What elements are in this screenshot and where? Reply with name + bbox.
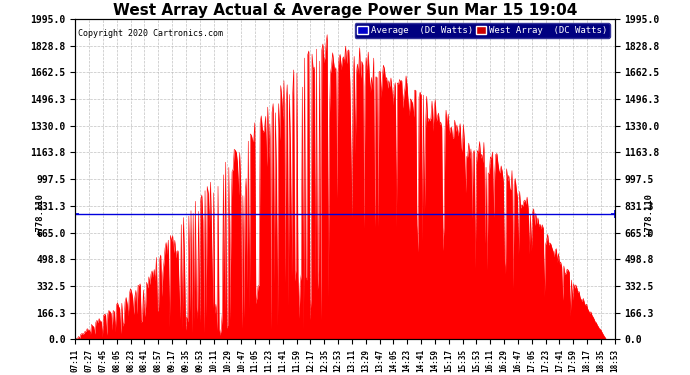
Text: +778.110: +778.110 [645, 193, 654, 236]
Legend: Average  (DC Watts), West Array  (DC Watts): Average (DC Watts), West Array (DC Watts… [355, 24, 610, 38]
Title: West Array Actual & Average Power Sun Mar 15 19:04: West Array Actual & Average Power Sun Ma… [112, 3, 578, 18]
Text: +778.110: +778.110 [36, 193, 45, 236]
Text: Copyright 2020 Cartronics.com: Copyright 2020 Cartronics.com [78, 28, 223, 38]
